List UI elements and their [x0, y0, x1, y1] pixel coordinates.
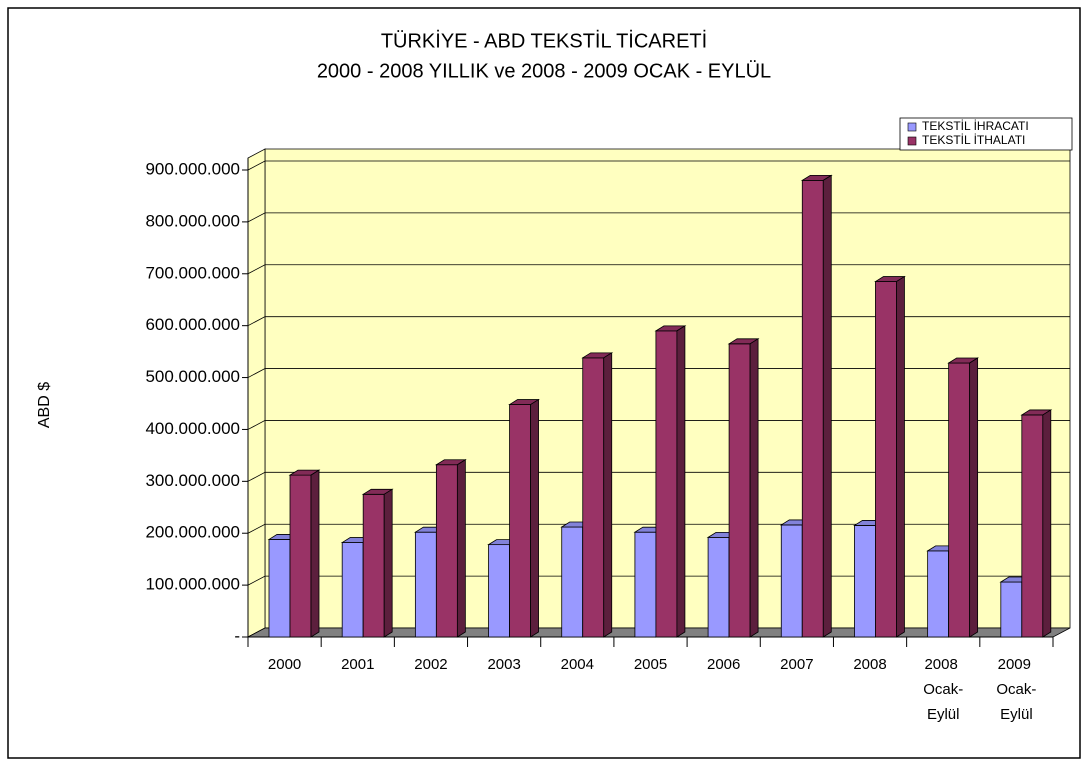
y-tick-label: 100.000.000	[145, 575, 240, 594]
y-tick-label: -	[234, 626, 240, 645]
y-axis-label: ABD $	[36, 382, 53, 428]
y-tick-label: 800.000.000	[145, 211, 240, 230]
chart-title: TÜRKİYE - ABD TEKSTİL TİCARETİ	[381, 29, 707, 52]
bar	[927, 550, 950, 638]
x-tick-label: 2007	[780, 656, 813, 673]
legend-swatch	[907, 122, 917, 132]
x-tick-label: 2001	[341, 656, 374, 673]
y-tick-label: 700.000.000	[145, 263, 240, 282]
bar	[1000, 581, 1023, 638]
bar-side	[749, 338, 759, 638]
bar	[780, 524, 803, 638]
bar	[488, 544, 510, 638]
x-tick-label: 2003	[487, 656, 520, 673]
y-tick-label: 200.000.000	[145, 523, 240, 542]
bar	[268, 539, 291, 638]
y-tick-label: 300.000.000	[145, 471, 240, 490]
legend-box	[899, 117, 1073, 151]
bar	[582, 357, 605, 638]
bar	[875, 281, 897, 638]
bar	[362, 493, 385, 638]
x-tick-label: 2008	[853, 656, 886, 673]
grid-line	[247, 471, 1070, 482]
bar-side	[456, 459, 466, 638]
bar-side	[896, 275, 905, 638]
chart-subtitle: 2000 - 2008 YILLIK ve 2008 - 2009 OCAK -…	[317, 60, 771, 82]
bar-side	[822, 174, 832, 638]
bar-side	[383, 488, 393, 638]
x-tick-label: 2009 Ocak-Eylül	[996, 656, 1036, 723]
legend-swatch	[907, 136, 917, 146]
x-tick-label: 2005	[634, 656, 667, 673]
grid-line	[247, 420, 1070, 430]
legend-label: TEKSTİL İHRACATI	[922, 119, 1029, 133]
bar	[509, 404, 531, 638]
bar	[634, 531, 657, 638]
side-wall	[247, 148, 266, 638]
bar	[728, 343, 751, 638]
bar	[948, 362, 971, 638]
x-tick-label: 2004	[561, 656, 594, 673]
grid-line	[247, 264, 1070, 275]
grid-line	[247, 368, 1070, 378]
bar	[414, 531, 437, 638]
y-tick-label: 900.000.000	[145, 159, 240, 178]
x-tick-label: 2002	[414, 656, 447, 673]
y-tick-label: 400.000.000	[145, 419, 240, 438]
x-tick-label: 2006	[707, 656, 740, 673]
bar-side	[603, 352, 613, 638]
x-tick-label: 2000	[268, 656, 301, 673]
bar	[707, 536, 730, 638]
bar	[561, 526, 584, 638]
y-tick-label: 500.000.000	[145, 367, 240, 386]
bar-side	[676, 325, 686, 638]
x-tick-label: 2008 Ocak-Eylül	[923, 656, 963, 723]
bar	[435, 464, 458, 638]
bar	[655, 330, 678, 638]
bar-side	[969, 357, 979, 638]
bar-side	[310, 469, 320, 638]
bar	[289, 474, 312, 638]
bar	[341, 542, 364, 638]
grid-line	[247, 316, 1070, 327]
bar-side	[530, 398, 539, 638]
legend-label: TEKSTİL İTHALATI	[922, 133, 1025, 147]
bar	[854, 525, 876, 638]
bar-side	[1042, 409, 1052, 638]
bar	[801, 179, 824, 638]
grid-line	[247, 160, 1070, 171]
y-tick-label: 600.000.000	[145, 315, 240, 334]
bar	[1021, 414, 1044, 638]
grid-line	[247, 212, 1070, 223]
